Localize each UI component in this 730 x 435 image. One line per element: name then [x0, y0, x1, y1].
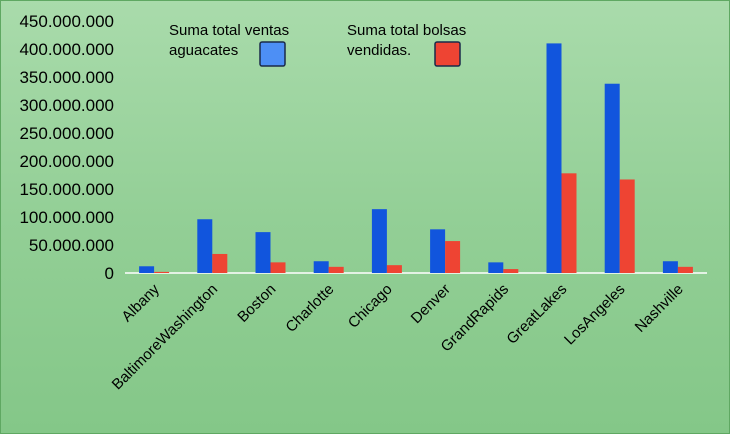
legend-label: Suma total bolsas	[347, 22, 466, 39]
y-tick-label: 300.000.000	[19, 96, 114, 115]
y-tick-label: 150.000.000	[19, 180, 114, 199]
x-tick-label: Charlotte	[282, 281, 337, 336]
bar-bolsas-denver	[445, 241, 461, 273]
bar-bolsas-chicago	[386, 265, 402, 273]
bars	[139, 43, 693, 274]
bar-bolsas-grandrapids	[503, 269, 519, 273]
legend-label: aguacates	[169, 42, 238, 59]
x-tick-label: GreatLakes	[503, 281, 570, 348]
y-tick-label: 250.000.000	[19, 124, 114, 143]
legend: Suma total ventas aguacates Suma total bol…	[169, 22, 466, 67]
x-tick-label: Nashville	[632, 281, 687, 336]
bar-ventas-charlotte	[313, 261, 329, 273]
bar-ventas-losangeles	[604, 83, 620, 273]
y-tick-label: 350.000.000	[19, 68, 114, 87]
bar-ventas-boston	[255, 232, 271, 273]
legend-label: vendidas.	[347, 42, 411, 59]
y-axis: 0 50.000.000 100.000.000 150.000.000 200.000…	[19, 12, 114, 283]
bar-bolsas-greatlakes	[561, 173, 577, 273]
y-tick-label: 400.000.000	[19, 40, 114, 59]
bar-ventas-greatlakes	[546, 43, 562, 274]
y-tick-label: 50.000.000	[29, 236, 114, 255]
bar-bolsas-charlotte	[328, 266, 344, 273]
legend-label: Suma total ventas	[169, 22, 289, 39]
y-tick-label: 200.000.000	[19, 152, 114, 171]
y-tick-label: 100.000.000	[19, 208, 114, 227]
x-tick-label: Boston	[234, 281, 279, 326]
y-tick-label: 450.000.000	[19, 12, 114, 31]
x-tick-label: LosAngeles	[561, 281, 628, 348]
legend-swatch	[434, 41, 461, 67]
x-tick-label: Chicago	[345, 281, 396, 332]
bar-ventas-grandrapids	[488, 262, 504, 273]
bar-ventas-chicago	[371, 209, 387, 273]
bar-ventas-nashville	[662, 261, 678, 273]
x-tick-label: Denver	[408, 281, 454, 327]
bar-bolsas-losangeles	[619, 179, 635, 273]
bar-ventas-baltimorewashington	[197, 219, 213, 273]
bar-bolsas-baltimorewashington	[212, 253, 228, 273]
bar-ventas-denver	[430, 229, 446, 273]
x-tick-label: BaltimoreWashington	[109, 281, 221, 393]
legend-swatch	[259, 41, 286, 67]
x-tick-label: Albany	[118, 280, 163, 325]
y-tick-label: 0	[105, 264, 114, 283]
bar-bolsas-albany	[154, 271, 170, 273]
bar-bolsas-boston	[270, 262, 286, 273]
bar-ventas-albany	[139, 266, 155, 273]
bar-bolsas-nashville	[677, 266, 693, 273]
